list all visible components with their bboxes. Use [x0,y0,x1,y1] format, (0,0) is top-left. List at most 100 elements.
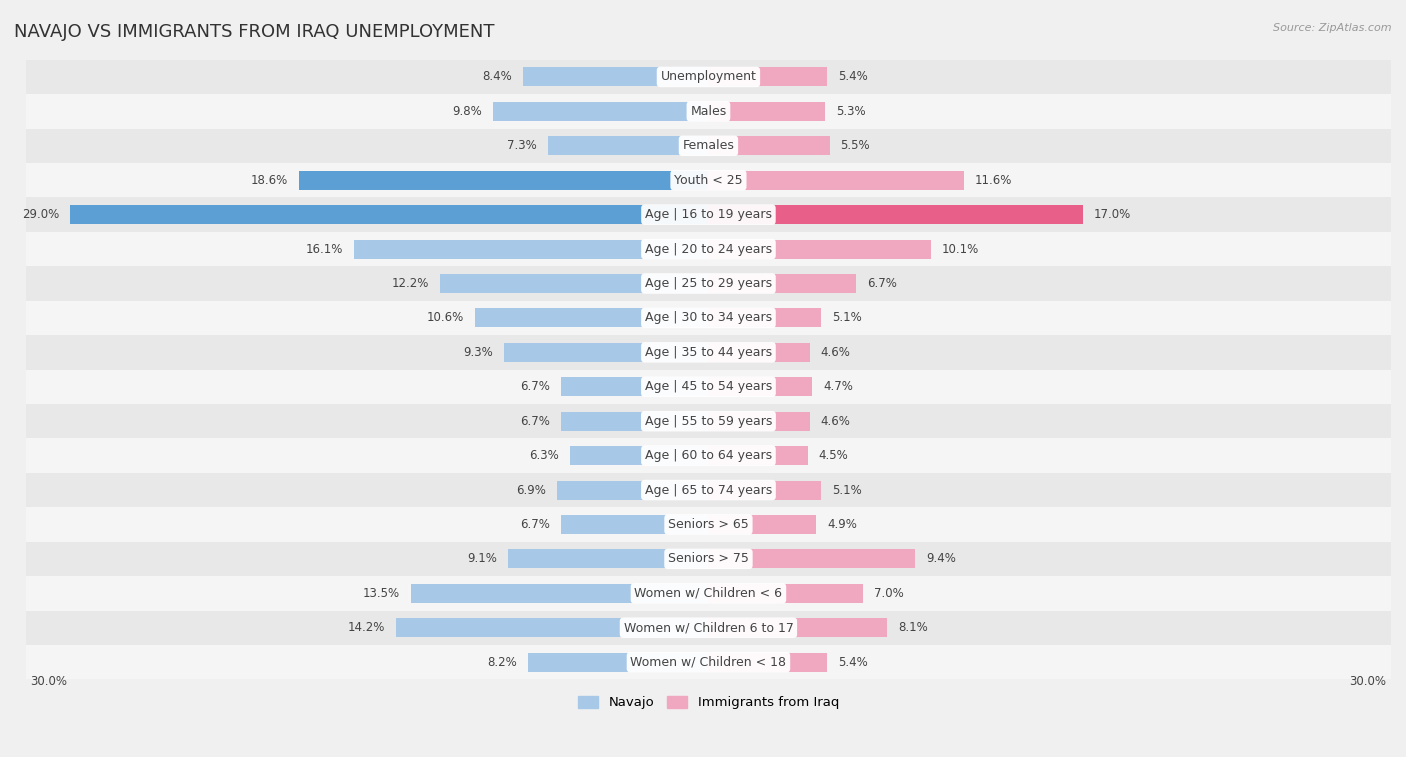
Bar [4,232,1406,266]
Text: 6.7%: 6.7% [520,380,550,394]
Text: 9.3%: 9.3% [463,346,492,359]
Bar [557,481,709,500]
Bar [561,377,709,396]
Bar [4,611,1406,645]
Text: Source: ZipAtlas.com: Source: ZipAtlas.com [1274,23,1392,33]
Text: Seniors > 75: Seniors > 75 [668,553,749,565]
Bar [4,266,1406,301]
Bar [395,618,709,637]
Text: 5.1%: 5.1% [832,484,862,497]
Bar [709,584,862,603]
Text: Females: Females [682,139,734,152]
Bar [492,102,709,121]
Text: Age | 35 to 44 years: Age | 35 to 44 years [645,346,772,359]
Text: 10.6%: 10.6% [427,311,464,325]
Text: Age | 45 to 54 years: Age | 45 to 54 years [645,380,772,394]
Bar [4,163,1406,198]
Bar [4,301,1406,335]
Text: NAVAJO VS IMMIGRANTS FROM IRAQ UNEMPLOYMENT: NAVAJO VS IMMIGRANTS FROM IRAQ UNEMPLOYM… [14,23,495,41]
Text: 4.7%: 4.7% [823,380,853,394]
Text: 9.8%: 9.8% [451,105,482,118]
Text: 9.1%: 9.1% [467,553,498,565]
Text: Males: Males [690,105,727,118]
Bar [709,171,965,190]
Bar [4,369,1406,404]
Text: Age | 20 to 24 years: Age | 20 to 24 years [645,242,772,256]
Bar [709,136,830,155]
Bar [4,438,1406,473]
Bar [4,645,1406,679]
Text: 6.7%: 6.7% [868,277,897,290]
Text: 12.2%: 12.2% [391,277,429,290]
Bar [709,308,821,327]
Text: 30.0%: 30.0% [1350,674,1386,687]
Text: 8.4%: 8.4% [482,70,512,83]
Text: 4.6%: 4.6% [821,346,851,359]
Bar [561,412,709,431]
Bar [709,653,827,671]
Text: 8.2%: 8.2% [486,656,517,668]
Text: 29.0%: 29.0% [21,208,59,221]
Text: 17.0%: 17.0% [1094,208,1130,221]
Bar [4,198,1406,232]
Bar [354,240,709,259]
Bar [709,343,810,362]
Bar [475,308,709,327]
Bar [70,205,709,224]
Bar [411,584,709,603]
Text: 5.5%: 5.5% [841,139,870,152]
Text: 6.3%: 6.3% [529,449,558,462]
Text: Women w/ Children 6 to 17: Women w/ Children 6 to 17 [623,621,793,634]
Text: 30.0%: 30.0% [31,674,67,687]
Text: Age | 60 to 64 years: Age | 60 to 64 years [645,449,772,462]
Bar [4,60,1406,94]
Bar [709,550,915,569]
Text: 4.6%: 4.6% [821,415,851,428]
Text: 5.4%: 5.4% [838,656,868,668]
Bar [503,343,709,362]
Text: 16.1%: 16.1% [305,242,343,256]
Bar [548,136,709,155]
Bar [709,274,856,293]
Bar [4,94,1406,129]
Text: 13.5%: 13.5% [363,587,401,600]
Text: 5.4%: 5.4% [838,70,868,83]
Text: Age | 65 to 74 years: Age | 65 to 74 years [645,484,772,497]
Bar [709,240,931,259]
Bar [4,404,1406,438]
Bar [523,67,709,86]
Bar [440,274,709,293]
Bar [709,481,821,500]
Bar [709,618,887,637]
Bar [709,446,807,465]
Text: Age | 55 to 59 years: Age | 55 to 59 years [645,415,772,428]
Text: 5.3%: 5.3% [837,105,866,118]
Bar [4,507,1406,542]
Text: 10.1%: 10.1% [942,242,979,256]
Text: Unemployment: Unemployment [661,70,756,83]
Text: 9.4%: 9.4% [927,553,956,565]
Bar [569,446,709,465]
Text: 8.1%: 8.1% [898,621,928,634]
Bar [709,205,1083,224]
Bar [4,129,1406,163]
Text: Women w/ Children < 18: Women w/ Children < 18 [630,656,786,668]
Legend: Navajo, Immigrants from Iraq: Navajo, Immigrants from Iraq [572,690,844,715]
Bar [299,171,709,190]
Text: 7.0%: 7.0% [873,587,903,600]
Text: Seniors > 65: Seniors > 65 [668,518,749,531]
Text: 18.6%: 18.6% [250,173,288,187]
Bar [4,335,1406,369]
Bar [4,473,1406,507]
Text: 4.5%: 4.5% [818,449,848,462]
Text: Age | 16 to 19 years: Age | 16 to 19 years [645,208,772,221]
Text: Age | 25 to 29 years: Age | 25 to 29 years [645,277,772,290]
Bar [709,377,811,396]
Text: Youth < 25: Youth < 25 [673,173,742,187]
Text: 6.7%: 6.7% [520,415,550,428]
Text: 5.1%: 5.1% [832,311,862,325]
Bar [4,542,1406,576]
Bar [561,515,709,534]
Text: 11.6%: 11.6% [974,173,1012,187]
Bar [527,653,709,671]
